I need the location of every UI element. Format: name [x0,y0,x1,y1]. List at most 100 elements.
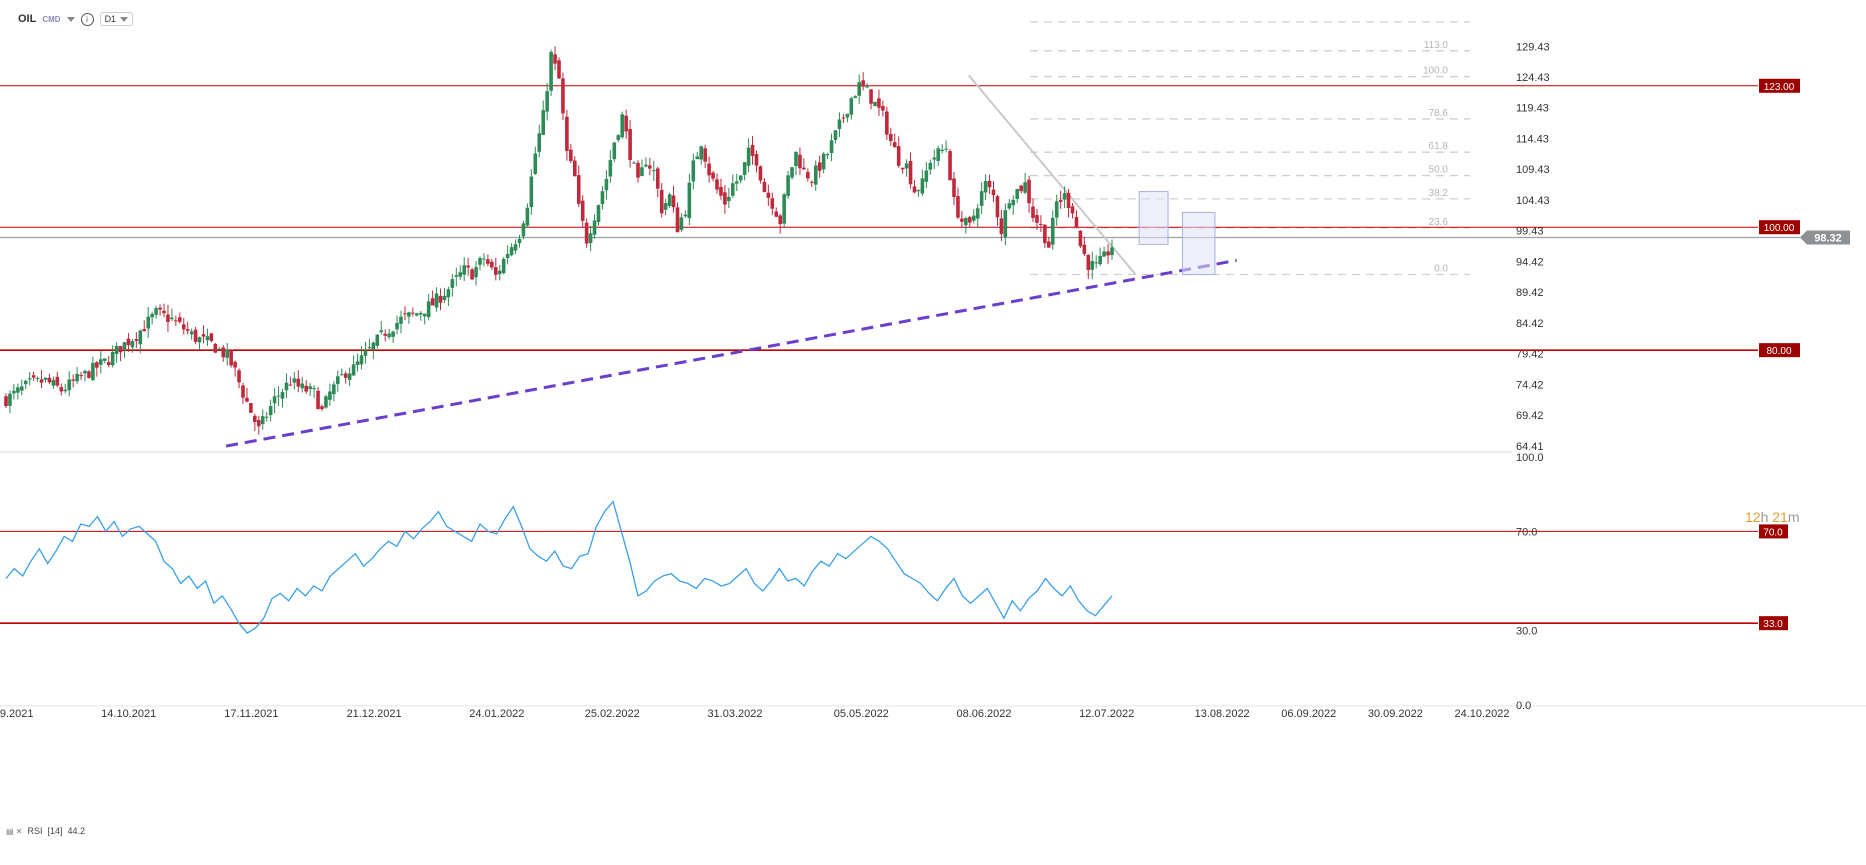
candle-body [679,217,684,230]
price-axis-tick: 64.41 [1516,441,1544,453]
candle-body [288,384,293,386]
candle-body [904,163,909,169]
candle-body [810,181,814,183]
candle-body [63,389,68,392]
candle-body [87,371,91,378]
candle-body [264,416,269,418]
candle-body [363,350,368,356]
candle-body [268,406,273,416]
candle-body [786,175,790,196]
candle-body [205,336,210,341]
last-price-tag [1800,230,1850,245]
candle-body [1054,201,1059,218]
candle-body [39,379,44,383]
candle-body [446,289,451,298]
candle-body [1015,189,1019,199]
candle-body [644,164,648,167]
candle-body [750,144,755,156]
info-icon[interactable]: i [80,12,94,26]
candle-body [1078,230,1083,247]
candle-body [596,205,601,223]
candle-body [8,393,12,406]
rsi-axis-tick: 30.0 [1516,626,1537,638]
candle-body [936,148,940,161]
support-trendline [225,258,1237,448]
candle-body [691,160,696,182]
time-axis-tick: 05.05.2022 [834,708,889,720]
candle-body [71,379,75,381]
candle-body [892,142,897,148]
time-axis-tick: 13.08.2022 [1195,708,1250,720]
candle-body [806,171,810,179]
candle-body [300,383,305,389]
candle-body [900,167,905,170]
fib-level-label: 23.6 [1429,217,1449,228]
candle-body [359,355,364,365]
candle-body [237,370,241,383]
candle-body [486,259,490,264]
candle-body [715,179,719,190]
candle-body [1003,210,1008,238]
candle-body [276,395,281,397]
candle-body [505,254,510,259]
candle-body [130,341,135,348]
candle-body [1058,200,1063,202]
candle-body [545,91,549,112]
candle-body [1102,251,1106,257]
candle-body [1050,217,1055,245]
price-axis-tick: 84.42 [1516,318,1544,330]
candle-body [430,298,435,306]
candle-body [1066,192,1071,209]
candle-body [59,387,64,392]
candle-body [699,146,703,160]
candle-body [557,60,561,79]
candle-body [51,379,56,386]
candle-body [55,376,60,386]
candle-body [146,316,150,329]
fib-level-label: 113.0 [1424,40,1449,51]
candle-body [541,110,545,135]
candle-body [438,295,443,303]
candle-body [174,320,178,322]
source-label: CMD [42,14,61,24]
symbol-dropdown-icon[interactable] [66,16,75,22]
candle-body [422,313,427,317]
indicator-settings-icon[interactable]: ▤ ✕ [6,826,23,836]
price-axis-tick: 124.43 [1516,72,1550,84]
candle-body [280,392,285,399]
candle-body [873,101,877,106]
candle-body [580,200,585,221]
candle-body [43,377,48,380]
candle-body [648,165,652,169]
candle-body [166,314,170,322]
candle-body [924,170,929,182]
candle-body [991,189,996,196]
timeframe-select[interactable]: D1 [99,12,134,26]
candle-body [355,361,360,366]
candle-body [304,385,308,392]
candle-body [403,313,407,315]
candle-body [391,331,395,337]
candle-body [608,160,613,177]
candle-body [774,211,779,217]
candle-body [1007,203,1012,209]
price-axis-tick: 79.42 [1516,349,1544,361]
candle-body [940,149,944,152]
price-axis-tick: 104.43 [1516,195,1550,207]
candle-body [474,267,478,278]
candle-body [525,207,530,226]
candle-body [225,349,229,358]
candle-body [482,258,486,260]
time-axis-tick: 08.06.2022 [956,708,1011,720]
candle-body [533,153,538,174]
symbol-label[interactable]: OIL [18,13,37,25]
time-axis-tick: 10.09.2021 [0,708,34,720]
candle-body [189,331,194,335]
time-axis-tick: 31.03.2022 [707,708,762,720]
candle-body [375,334,380,346]
fib-level-label: 78.6 [1429,108,1449,119]
candle-body [27,378,32,380]
candle-body [553,54,557,64]
candle-body [99,359,103,365]
